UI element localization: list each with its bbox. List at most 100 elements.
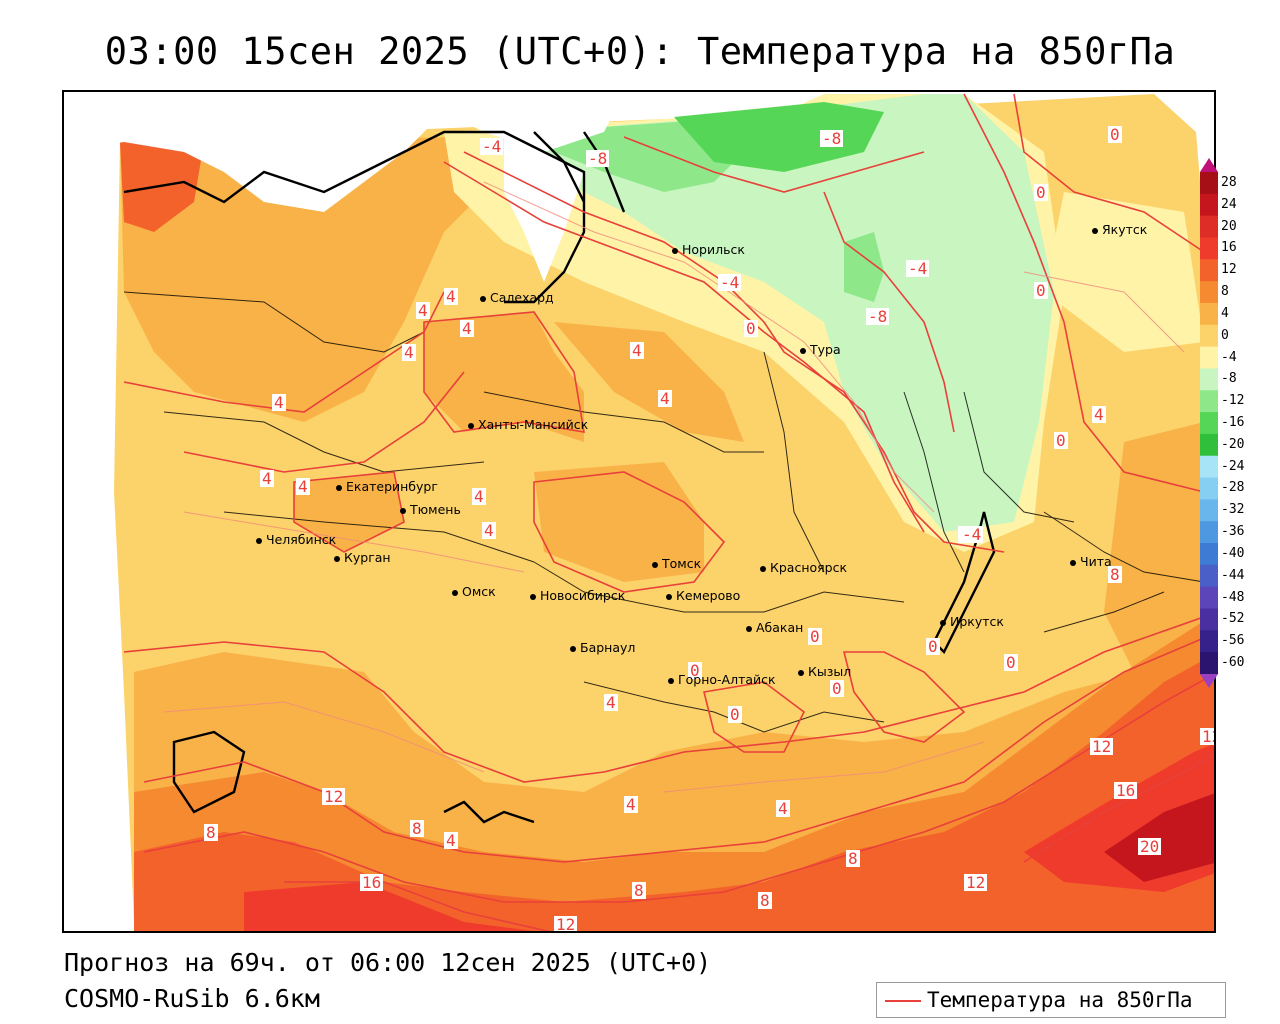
colorbar-swatch (1200, 630, 1218, 653)
contour-label: 4 (402, 343, 416, 362)
colorbar-swatch (1200, 455, 1218, 479)
map-frame[interactable]: -4 -8 -8 0 0 -4 0 4 4 -8 -4 0 4 4 4 4 4 … (62, 90, 1216, 933)
contour-label: -8 (820, 129, 844, 148)
city-dot-icon (336, 484, 342, 491)
contour-label: 8 (758, 891, 772, 910)
contour-label: 0 (1054, 431, 1068, 450)
colorbar-swatch (1200, 172, 1218, 195)
colorbar-swatch (1200, 521, 1218, 544)
city-dot-icon (400, 507, 406, 514)
contour-label: 0 (1034, 281, 1048, 300)
city-marker[interactable]: Курган (334, 550, 391, 565)
contour-label: 4 (658, 389, 672, 408)
colorbar-tick-label: 28 (1221, 174, 1237, 190)
contour-label: 12 (964, 873, 988, 892)
city-marker[interactable]: Горно-Алтайск (668, 672, 776, 687)
zone-cold-green2 (534, 120, 744, 192)
colorbar-swatch (1200, 281, 1218, 304)
colorbar-tick-label: -56 (1221, 633, 1245, 649)
city-marker[interactable]: Тура (800, 342, 841, 357)
legend-line-swatch (885, 1000, 921, 1002)
colorbar-swatch (1200, 324, 1218, 348)
city-marker[interactable]: Иркутск (940, 614, 1004, 629)
city-marker[interactable]: Чита (1070, 554, 1112, 569)
contour-label: 4 (604, 693, 618, 712)
colorbar-swatch (1200, 564, 1218, 588)
colorbar-tick-label: -40 (1221, 545, 1245, 561)
city-marker[interactable]: Абакан (746, 620, 803, 635)
city-marker[interactable]: Барнаул (570, 640, 635, 655)
city-marker[interactable]: Норильск (672, 242, 745, 257)
colorbar-swatch (1200, 215, 1218, 238)
contour-label: -8 (866, 307, 890, 326)
city-dot-icon (1092, 227, 1098, 234)
colorbar-swatch (1200, 346, 1218, 369)
contour-label: 0 (1108, 125, 1122, 144)
city-marker[interactable]: Красноярск (760, 560, 847, 575)
city-dot-icon (480, 295, 486, 302)
colorbar-swatch (1200, 368, 1218, 391)
city-marker[interactable]: Томск (652, 556, 701, 571)
zone-cold-green3 (674, 102, 884, 172)
zone-8-12-northwest (120, 142, 204, 232)
water-gulf (504, 132, 584, 282)
colorbar-tick-label: -44 (1221, 567, 1245, 583)
colorbar-swatch (1200, 193, 1218, 217)
contour-label: 0 (926, 637, 940, 656)
city-marker[interactable]: Екатеринбург (336, 479, 438, 494)
contour-label: -4 (480, 137, 504, 156)
colorbar-swatch (1200, 499, 1218, 522)
city-marker[interactable]: Ханты-Мансийск (468, 417, 588, 432)
colorbar-tick-label: 12 (1221, 262, 1237, 278)
contour-label: 4 (472, 487, 486, 506)
colorbar-swatch (1200, 302, 1218, 326)
contour-label: 0 (728, 705, 742, 724)
city-marker[interactable]: Новосибирск (530, 588, 625, 603)
contour-label: 4 (444, 831, 458, 850)
city-marker[interactable]: Салехард (480, 290, 554, 305)
contour-label: 4 (460, 319, 474, 338)
colorbar-arrow-down-icon (1200, 674, 1218, 688)
zone-20-24-southeast (1104, 793, 1214, 882)
contour-label: -4 (906, 259, 930, 278)
city-marker[interactable]: Тюмень (400, 502, 461, 517)
contour-label: 4 (624, 795, 638, 814)
colorbar-tick-label: -20 (1221, 436, 1245, 452)
colorbar-tick-label: 4 (1221, 305, 1229, 321)
colorbar-tick-label: -8 (1221, 371, 1237, 387)
contour-label: 0 (1034, 183, 1048, 202)
city-marker[interactable]: Якутск (1092, 222, 1147, 237)
city-marker[interactable]: Челябинск (256, 532, 336, 547)
water-north (64, 92, 624, 212)
contour-label: 16 (360, 873, 384, 892)
colorbar-tick-label: -60 (1221, 655, 1245, 671)
contour-label: 4 (444, 287, 458, 306)
contour-label: 8 (204, 823, 218, 842)
colorbar (1200, 158, 1218, 688)
city-dot-icon (256, 537, 262, 544)
colorbar-swatch (1200, 608, 1218, 631)
city-dot-icon (672, 247, 678, 254)
zone-12-16-south (134, 654, 1214, 931)
colorbar-arrow-up-icon (1200, 158, 1218, 172)
colorbar-tick-label: -24 (1221, 458, 1245, 474)
contour-label: 0 (688, 661, 702, 680)
contour-label: 4 (482, 521, 496, 540)
city-dot-icon (798, 669, 804, 676)
city-dot-icon (760, 565, 766, 572)
city-marker[interactable]: Омск (452, 584, 496, 599)
city-dot-icon (1070, 559, 1076, 566)
map-title: 03:00 15сен 2025 (UTC+0): Температура на… (104, 30, 1176, 73)
legend-label: Температура на 850гПа (927, 988, 1193, 1012)
colorbar-tick-label: -36 (1221, 524, 1245, 540)
city-dot-icon (468, 422, 474, 429)
contour-label: -8 (586, 149, 610, 168)
city-dot-icon (746, 625, 752, 632)
city-dot-icon (666, 593, 672, 600)
contour-label: 12 (554, 915, 578, 933)
city-marker[interactable]: Кемерово (666, 588, 740, 603)
city-marker[interactable]: Кызыл (798, 664, 851, 679)
contour-label: 0 (1004, 653, 1018, 672)
colorbar-swatch (1200, 433, 1218, 457)
colorbar-swatch (1200, 586, 1218, 610)
